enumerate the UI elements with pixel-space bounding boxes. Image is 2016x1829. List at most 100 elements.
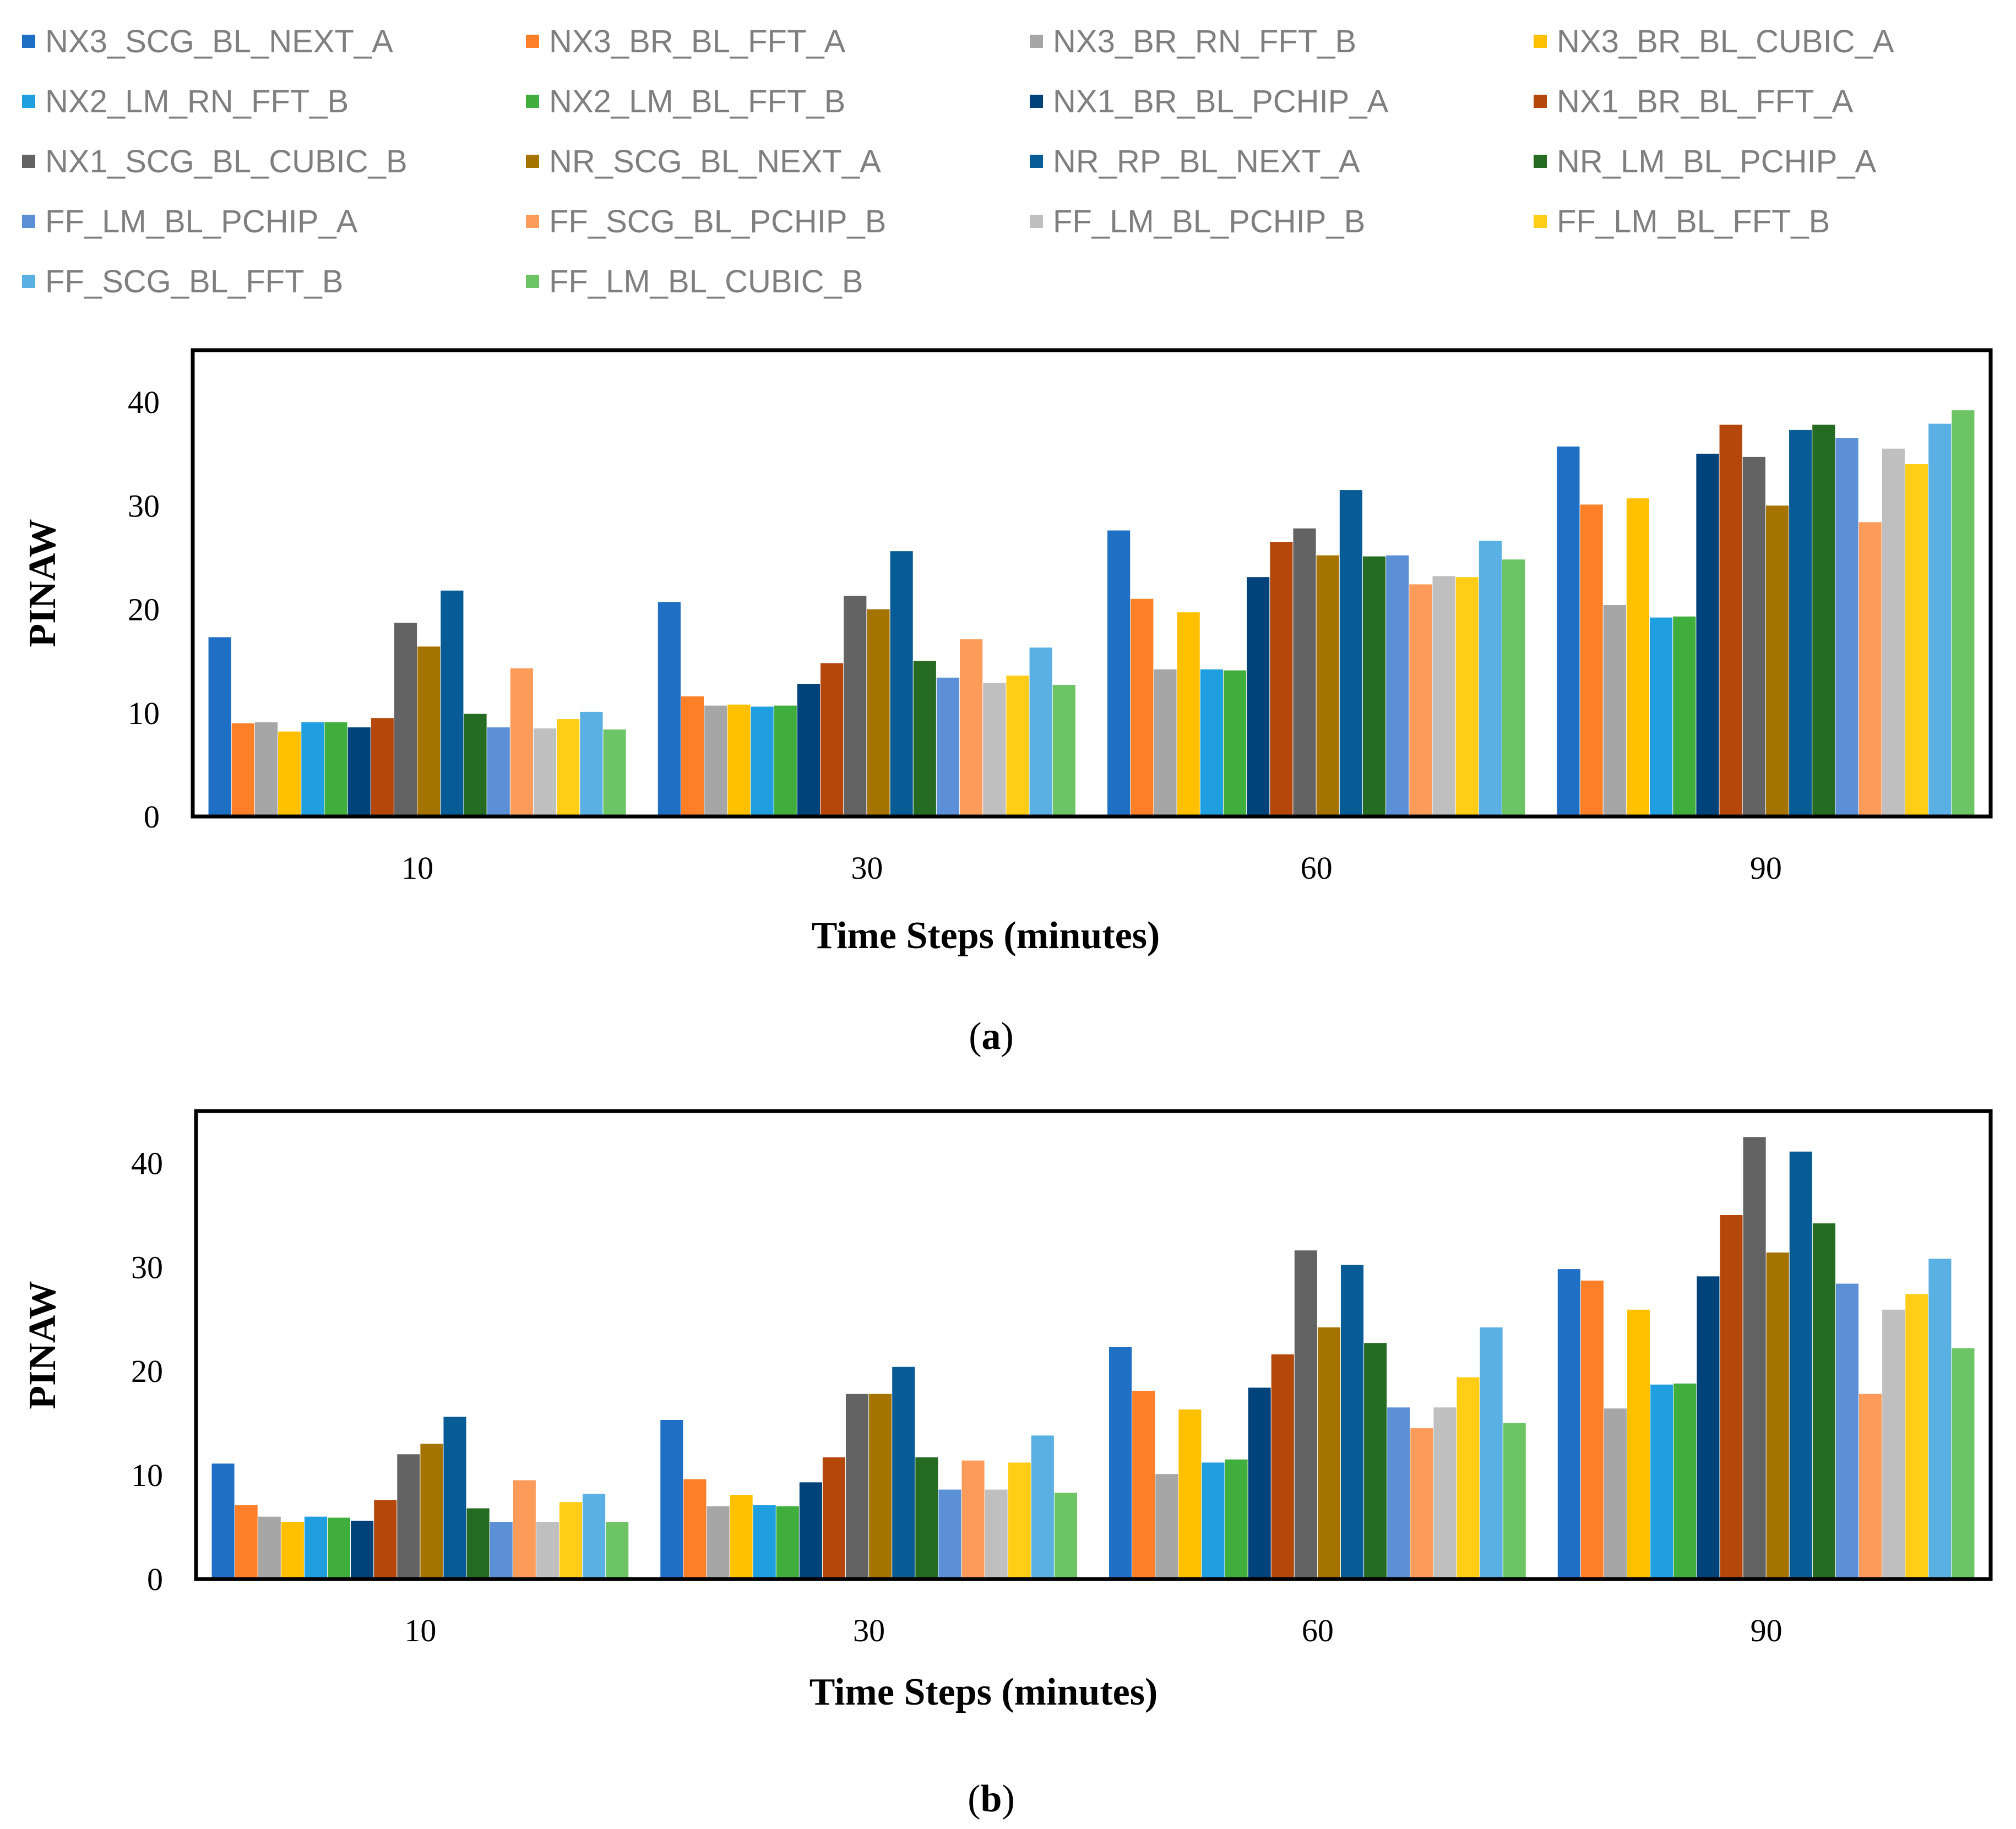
- bar-a-ff-lm-bl-fft-b-10: [557, 719, 580, 816]
- bar-a-ff-scg-bl-fft-b-60: [1479, 541, 1502, 816]
- bar-a-nx3-br-bl-cubic-a-10: [278, 731, 301, 816]
- bar-a-ff-lm-bl-pchip-b-30: [983, 683, 1006, 816]
- legend-swatch-ff-lm-bl-pchip-a: [22, 215, 35, 228]
- bar-a-ff-lm-bl-pchip-b-90: [1882, 448, 1905, 816]
- bar-b-nr-rp-bl-next-a-30: [892, 1367, 915, 1579]
- bar-a-ff-scg-bl-fft-b-30: [1029, 647, 1052, 816]
- legend-swatch-nx3-br-bl-fft-a: [526, 35, 539, 48]
- legend-label-nx3-br-bl-cubic-a: NX3_BR_BL_CUBIC_A: [1557, 24, 1894, 59]
- bar-a-ff-lm-bl-pchip-a-60: [1386, 555, 1409, 816]
- y-tick-label-b-10: 10: [131, 1457, 163, 1493]
- legend-label-ff-lm-bl-cubic-b: FF_LM_BL_CUBIC_B: [549, 264, 863, 300]
- bar-b-nx3-scg-bl-next-a-10: [211, 1463, 235, 1579]
- bar-b-nx2-lm-bl-fft-b-30: [776, 1506, 799, 1579]
- legend-label-nx1-br-bl-fft-a: NX1_BR_BL_FFT_A: [1557, 84, 1854, 119]
- bar-b-nr-lm-bl-pchip-a-10: [466, 1508, 490, 1579]
- legend-swatch-nr-rp-bl-next-a: [1030, 155, 1043, 168]
- bar-b-nr-scg-bl-next-a-30: [869, 1393, 892, 1579]
- bar-b-nx2-lm-bl-fft-b-60: [1225, 1459, 1248, 1579]
- x-axis-title-a: Time Steps (minutes): [812, 914, 1160, 957]
- chart-panel-a: 0 10 20 30 40 10 30 60 90 PINAW Time Steps (minute…: [21, 348, 1993, 1058]
- bar-b-ff-lm-bl-pchip-b-30: [985, 1489, 1008, 1579]
- legend-swatch-nx3-scg-bl-next-a: [22, 35, 35, 48]
- bar-a-nx2-lm-rn-fft-b-90: [1650, 617, 1673, 816]
- bar-a-ff-lm-bl-pchip-a-30: [936, 677, 960, 816]
- legend-swatch-nx1-br-bl-pchip-a: [1030, 95, 1043, 108]
- bar-b-ff-lm-bl-fft-b-10: [559, 1502, 583, 1579]
- bar-b-nx2-lm-rn-fft-b-30: [753, 1505, 776, 1579]
- bar-b-nr-rp-bl-next-a-60: [1340, 1265, 1364, 1579]
- legend-label-ff-scg-bl-fft-b: FF_SCG_BL_FFT_B: [45, 264, 343, 300]
- legend-label-ff-lm-bl-pchip-b: FF_LM_BL_PCHIP_B: [1053, 204, 1365, 239]
- bar-a-nr-lm-bl-pchip-a-60: [1362, 556, 1386, 816]
- legend: NX3_SCG_BL_NEXT_A NX3_BR_BL_FFT_A NX3_BR_R…: [22, 24, 1894, 300]
- bar-b-ff-lm-bl-pchip-a-60: [1387, 1407, 1410, 1579]
- bar-a-nx2-lm-bl-fft-b-10: [324, 722, 347, 816]
- bar-b-nx3-br-rn-fft-b-30: [707, 1506, 730, 1579]
- bar-b-ff-scg-bl-pchip-b-10: [513, 1480, 536, 1579]
- bar-a-nr-rp-bl-next-a-90: [1789, 429, 1812, 816]
- legend-label-nx3-br-bl-fft-a: NX3_BR_BL_FFT_A: [549, 24, 846, 59]
- bar-b-ff-scg-bl-pchip-b-30: [961, 1460, 985, 1579]
- bar-a-nx1-br-bl-pchip-a-90: [1696, 454, 1719, 816]
- x-tick-label-b-30: 30: [853, 1613, 885, 1648]
- bar-b-ff-lm-bl-cubic-b-10: [606, 1522, 629, 1579]
- bar-a-nx3-scg-bl-next-a-90: [1557, 447, 1580, 816]
- bar-b-nx3-br-bl-fft-a-60: [1132, 1391, 1155, 1579]
- bar-a-nr-scg-bl-next-a-90: [1765, 505, 1789, 816]
- y-tick-label-b-0: 0: [147, 1561, 163, 1597]
- bar-a-nx3-br-rn-fft-b-10: [254, 722, 278, 816]
- bar-a-nx3-scg-bl-next-a-60: [1107, 530, 1131, 816]
- bar-b-nx3-br-bl-fft-a-90: [1580, 1280, 1604, 1579]
- bar-b-nx1-scg-bl-cubic-b-60: [1294, 1250, 1317, 1579]
- bar-a-ff-lm-bl-cubic-b-60: [1502, 559, 1525, 816]
- bar-a-nx2-lm-rn-fft-b-60: [1200, 669, 1223, 816]
- panel-caption-a: (a): [969, 1015, 1014, 1058]
- legend-label-nr-lm-bl-pchip-a: NR_LM_BL_PCHIP_A: [1557, 144, 1877, 179]
- legend-label-nx2-lm-rn-fft-b: NX2_LM_RN_FFT_B: [45, 84, 349, 119]
- bar-a-ff-scg-bl-pchip-b-60: [1409, 584, 1432, 816]
- bar-b-ff-lm-bl-pchip-b-60: [1433, 1407, 1457, 1579]
- legend-swatch-nx3-br-rn-fft-b: [1030, 35, 1043, 48]
- bar-b-nr-scg-bl-next-a-10: [420, 1444, 443, 1579]
- bar-a-nx3-br-rn-fft-b-30: [704, 705, 727, 816]
- y-axis-title-b: PINAW: [21, 1281, 64, 1409]
- bar-b-nx3-br-bl-fft-a-30: [683, 1479, 707, 1579]
- x-tick-label-b-60: 60: [1302, 1613, 1334, 1648]
- caption-letter: a: [982, 1015, 1001, 1058]
- bar-b-ff-scg-bl-fft-b-10: [583, 1494, 606, 1579]
- bar-a-nx2-lm-bl-fft-b-60: [1223, 670, 1247, 816]
- bar-a-ff-lm-bl-fft-b-30: [1006, 676, 1029, 816]
- y-axis-title-a: PINAW: [21, 519, 64, 647]
- bar-a-nx3-scg-bl-next-a-30: [657, 602, 681, 816]
- bar-a-ff-lm-bl-pchip-b-10: [533, 728, 557, 816]
- bar-b-ff-scg-bl-fft-b-90: [1928, 1259, 1952, 1579]
- bar-a-nx1-scg-bl-cubic-b-10: [394, 623, 417, 816]
- bar-a-ff-lm-bl-pchip-a-90: [1835, 438, 1859, 816]
- bar-b-nx1-br-bl-fft-a-90: [1720, 1215, 1743, 1579]
- chart-panel-b: 0 10 20 30 40 10 30 60 90 PINAW Time Steps (minute…: [21, 1109, 1993, 1820]
- bar-a-nx3-br-bl-cubic-a-30: [727, 704, 751, 816]
- bar-b-nx2-lm-bl-fft-b-90: [1673, 1383, 1697, 1579]
- legend-swatch-ff-scg-bl-fft-b: [22, 275, 35, 288]
- bar-a-nr-rp-bl-next-a-30: [890, 551, 913, 816]
- bar-a-nx3-br-bl-cubic-a-90: [1626, 498, 1650, 816]
- legend-swatch-ff-lm-bl-fft-b: [1534, 215, 1547, 228]
- legend-swatch-ff-lm-bl-pchip-b: [1030, 215, 1043, 228]
- bar-b-ff-scg-bl-pchip-b-90: [1859, 1393, 1882, 1579]
- y-tick-label-a-20: 20: [128, 592, 160, 628]
- y-tick-label-a-10: 10: [128, 695, 160, 731]
- bar-a-nx3-br-bl-fft-a-10: [231, 723, 254, 816]
- bar-a-nx1-scg-bl-cubic-b-60: [1293, 528, 1316, 816]
- bar-b-ff-lm-bl-fft-b-30: [1008, 1462, 1031, 1579]
- bar-a-nx1-br-bl-pchip-a-10: [347, 727, 371, 816]
- bar-b-ff-scg-bl-fft-b-30: [1031, 1435, 1054, 1579]
- bar-b-nx3-br-bl-cubic-a-90: [1627, 1309, 1650, 1579]
- legend-label-ff-lm-bl-pchip-a: FF_LM_BL_PCHIP_A: [45, 204, 358, 239]
- bar-a-ff-lm-bl-pchip-b-60: [1432, 576, 1455, 816]
- bar-a-nx2-lm-rn-fft-b-10: [301, 722, 324, 816]
- legend-swatch-ff-lm-bl-cubic-b: [526, 275, 539, 288]
- bar-b-ff-lm-bl-pchip-a-30: [938, 1489, 961, 1579]
- bar-b-ff-lm-bl-cubic-b-90: [1952, 1348, 1975, 1579]
- x-tick-label-b-10: 10: [404, 1613, 436, 1648]
